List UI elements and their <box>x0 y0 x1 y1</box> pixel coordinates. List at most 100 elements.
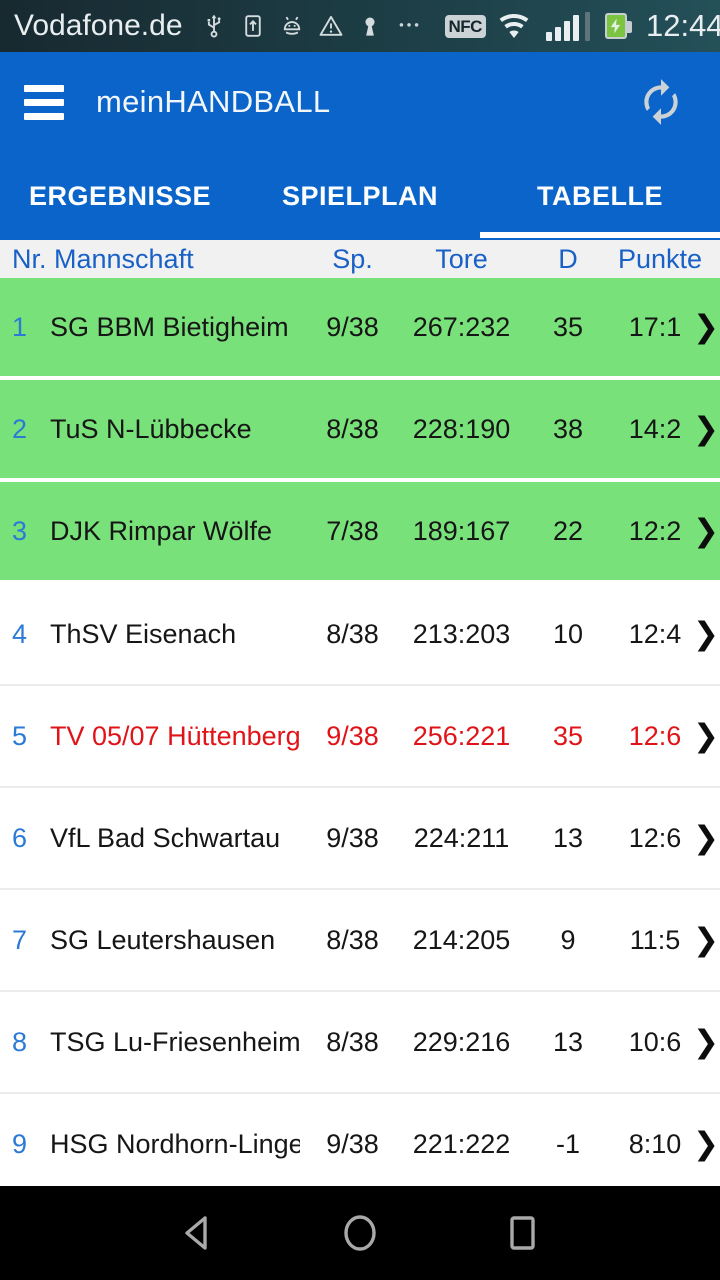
header-diff: D <box>558 243 578 274</box>
goals-cell: 221:222 <box>412 1128 511 1159</box>
app-bar: meinHANDBALL <box>0 52 720 152</box>
status-bar: Vodafone.de <box>0 0 720 52</box>
games-cell: 7/38 <box>326 515 379 546</box>
data-transfer-icon <box>239 12 267 40</box>
overflow-icon <box>395 12 423 40</box>
tab-spielplan[interactable]: SPIELPLAN <box>240 152 480 240</box>
diff-cell: -1 <box>555 1128 580 1159</box>
team-name: VfL Bad Schwartau <box>50 822 281 853</box>
goals-cell: 228:190 <box>412 413 511 444</box>
team-name: SG Leutershausen <box>50 924 276 955</box>
carrier-label: Vodafone.de <box>14 9 183 42</box>
chevron-right-icon: ❯ <box>693 411 719 447</box>
games-cell: 9/38 <box>326 311 379 342</box>
diff-cell: 9 <box>560 924 576 955</box>
rank-cell: 1 <box>11 311 27 342</box>
goals-cell: 224:211 <box>413 822 510 853</box>
clock: 12:44 <box>645 8 720 43</box>
header-goals: Tore <box>435 243 488 274</box>
diff-cell: 13 <box>552 822 584 853</box>
chevron-right-icon: ❯ <box>693 309 719 345</box>
rank-cell: 4 <box>11 618 27 649</box>
chevron-right-icon: ❯ <box>693 1126 719 1162</box>
table-row[interactable]: 3 DJK Rimpar Wölfe 7/38 189:167 22 12:2 … <box>0 482 720 584</box>
team-name: HSG Nordhorn-Lingen <box>50 1128 300 1159</box>
table-row[interactable]: 2 TuS N-Lübbecke 8/38 228:190 38 14:2 ❯ <box>0 380 720 482</box>
games-cell: 9/38 <box>326 822 379 853</box>
tab-label: ERGEBNISSE <box>28 180 212 211</box>
points-cell: 17:1 <box>628 311 682 342</box>
goals-cell: 256:221 <box>412 720 511 751</box>
tab-tabelle[interactable]: TABELLE <box>480 152 720 240</box>
tab-label: TABELLE <box>537 180 663 211</box>
table-row[interactable]: 5 TV 05/07 Hüttenberg 9/38 256:221 35 12… <box>0 686 720 788</box>
diff-cell: 35 <box>552 720 584 751</box>
games-cell: 8/38 <box>326 924 379 955</box>
chevron-right-icon: ❯ <box>693 820 719 856</box>
table-row[interactable]: 4 ThSV Eisenach 8/38 213:203 10 12:4 ❯ <box>0 584 720 686</box>
usb-icon <box>200 12 228 40</box>
team-name: DJK Rimpar Wölfe <box>50 515 273 546</box>
rank-cell: 5 <box>11 720 27 751</box>
games-cell: 9/38 <box>326 1128 379 1159</box>
games-cell: 8/38 <box>326 413 379 444</box>
points-cell: 12:4 <box>628 618 682 649</box>
header-points: Punkte <box>618 243 703 274</box>
table-row[interactable]: 9 HSG Nordhorn-Lingen 9/38 221:222 -1 8:… <box>0 1094 720 1186</box>
header-games: Sp. <box>332 243 373 274</box>
team-name: ThSV Eisenach <box>50 618 237 649</box>
games-cell: 8/38 <box>326 1026 379 1057</box>
hamburger-menu-icon[interactable] <box>24 84 64 120</box>
points-cell: 11:5 <box>629 924 681 955</box>
table-row[interactable]: 7 SG Leutershausen 8/38 214:205 9 11:5 ❯ <box>0 890 720 992</box>
keyhole-icon <box>356 12 384 40</box>
back-button[interactable] <box>174 1209 222 1257</box>
rank-cell: 7 <box>11 924 27 955</box>
rank-cell: 2 <box>11 413 27 444</box>
table-row[interactable]: 6 VfL Bad Schwartau 9/38 224:211 13 12:6… <box>0 788 720 890</box>
tab-label: SPIELPLAN <box>281 180 439 211</box>
diff-cell: 35 <box>552 311 584 342</box>
android-icon <box>278 12 306 40</box>
goals-cell: 267:232 <box>412 311 511 342</box>
home-button[interactable] <box>336 1209 384 1257</box>
team-name: SG BBM Bietigheim <box>50 311 289 342</box>
signal-strength-icon <box>545 11 590 41</box>
points-cell: 14:2 <box>628 413 682 444</box>
rank-cell: 8 <box>11 1026 27 1057</box>
diff-cell: 13 <box>552 1026 584 1057</box>
chevron-right-icon: ❯ <box>693 616 719 652</box>
points-cell: 12:2 <box>628 515 682 546</box>
chevron-right-icon: ❯ <box>693 513 719 549</box>
points-cell: 10:6 <box>628 1026 682 1057</box>
battery-charging-icon <box>604 13 632 39</box>
points-cell: 12:6 <box>628 720 682 751</box>
standings-table-body: 1 SG BBM Bietigheim 9/38 267:232 35 17:1… <box>0 278 720 1186</box>
rank-cell: 3 <box>11 515 27 546</box>
table-row[interactable]: 8 TSG Lu-Friesenheim 8/38 229:216 13 10:… <box>0 992 720 1094</box>
diff-cell: 10 <box>552 618 584 649</box>
points-cell: 12:6 <box>628 822 682 853</box>
refresh-button[interactable] <box>636 77 686 127</box>
points-cell: 8:10 <box>628 1128 682 1159</box>
goals-cell: 189:167 <box>412 515 511 546</box>
tab-bar: ERGEBNISSE SPIELPLAN TABELLE <box>0 152 720 240</box>
tab-indicator <box>480 232 720 238</box>
chevron-right-icon: ❯ <box>693 1024 719 1060</box>
diff-cell: 22 <box>552 515 584 546</box>
recents-button[interactable] <box>498 1209 546 1257</box>
goals-cell: 229:216 <box>412 1026 511 1057</box>
chevron-right-icon: ❯ <box>693 718 719 754</box>
wifi-icon <box>497 10 531 42</box>
tab-ergebnisse[interactable]: ERGEBNISSE <box>0 152 240 240</box>
goals-cell: 214:205 <box>412 924 511 955</box>
team-name: TSG Lu-Friesenheim <box>50 1026 300 1057</box>
games-cell: 8/38 <box>326 618 379 649</box>
rank-cell: 9 <box>11 1128 27 1159</box>
team-name: TuS N-Lübbecke <box>50 413 252 444</box>
table-row[interactable]: 1 SG BBM Bietigheim 9/38 267:232 35 17:1… <box>0 278 720 380</box>
team-name: TV 05/07 Hüttenberg <box>50 720 300 751</box>
nfc-badge: NFC <box>444 14 486 38</box>
header-team: Nr. Mannschaft <box>12 243 194 274</box>
